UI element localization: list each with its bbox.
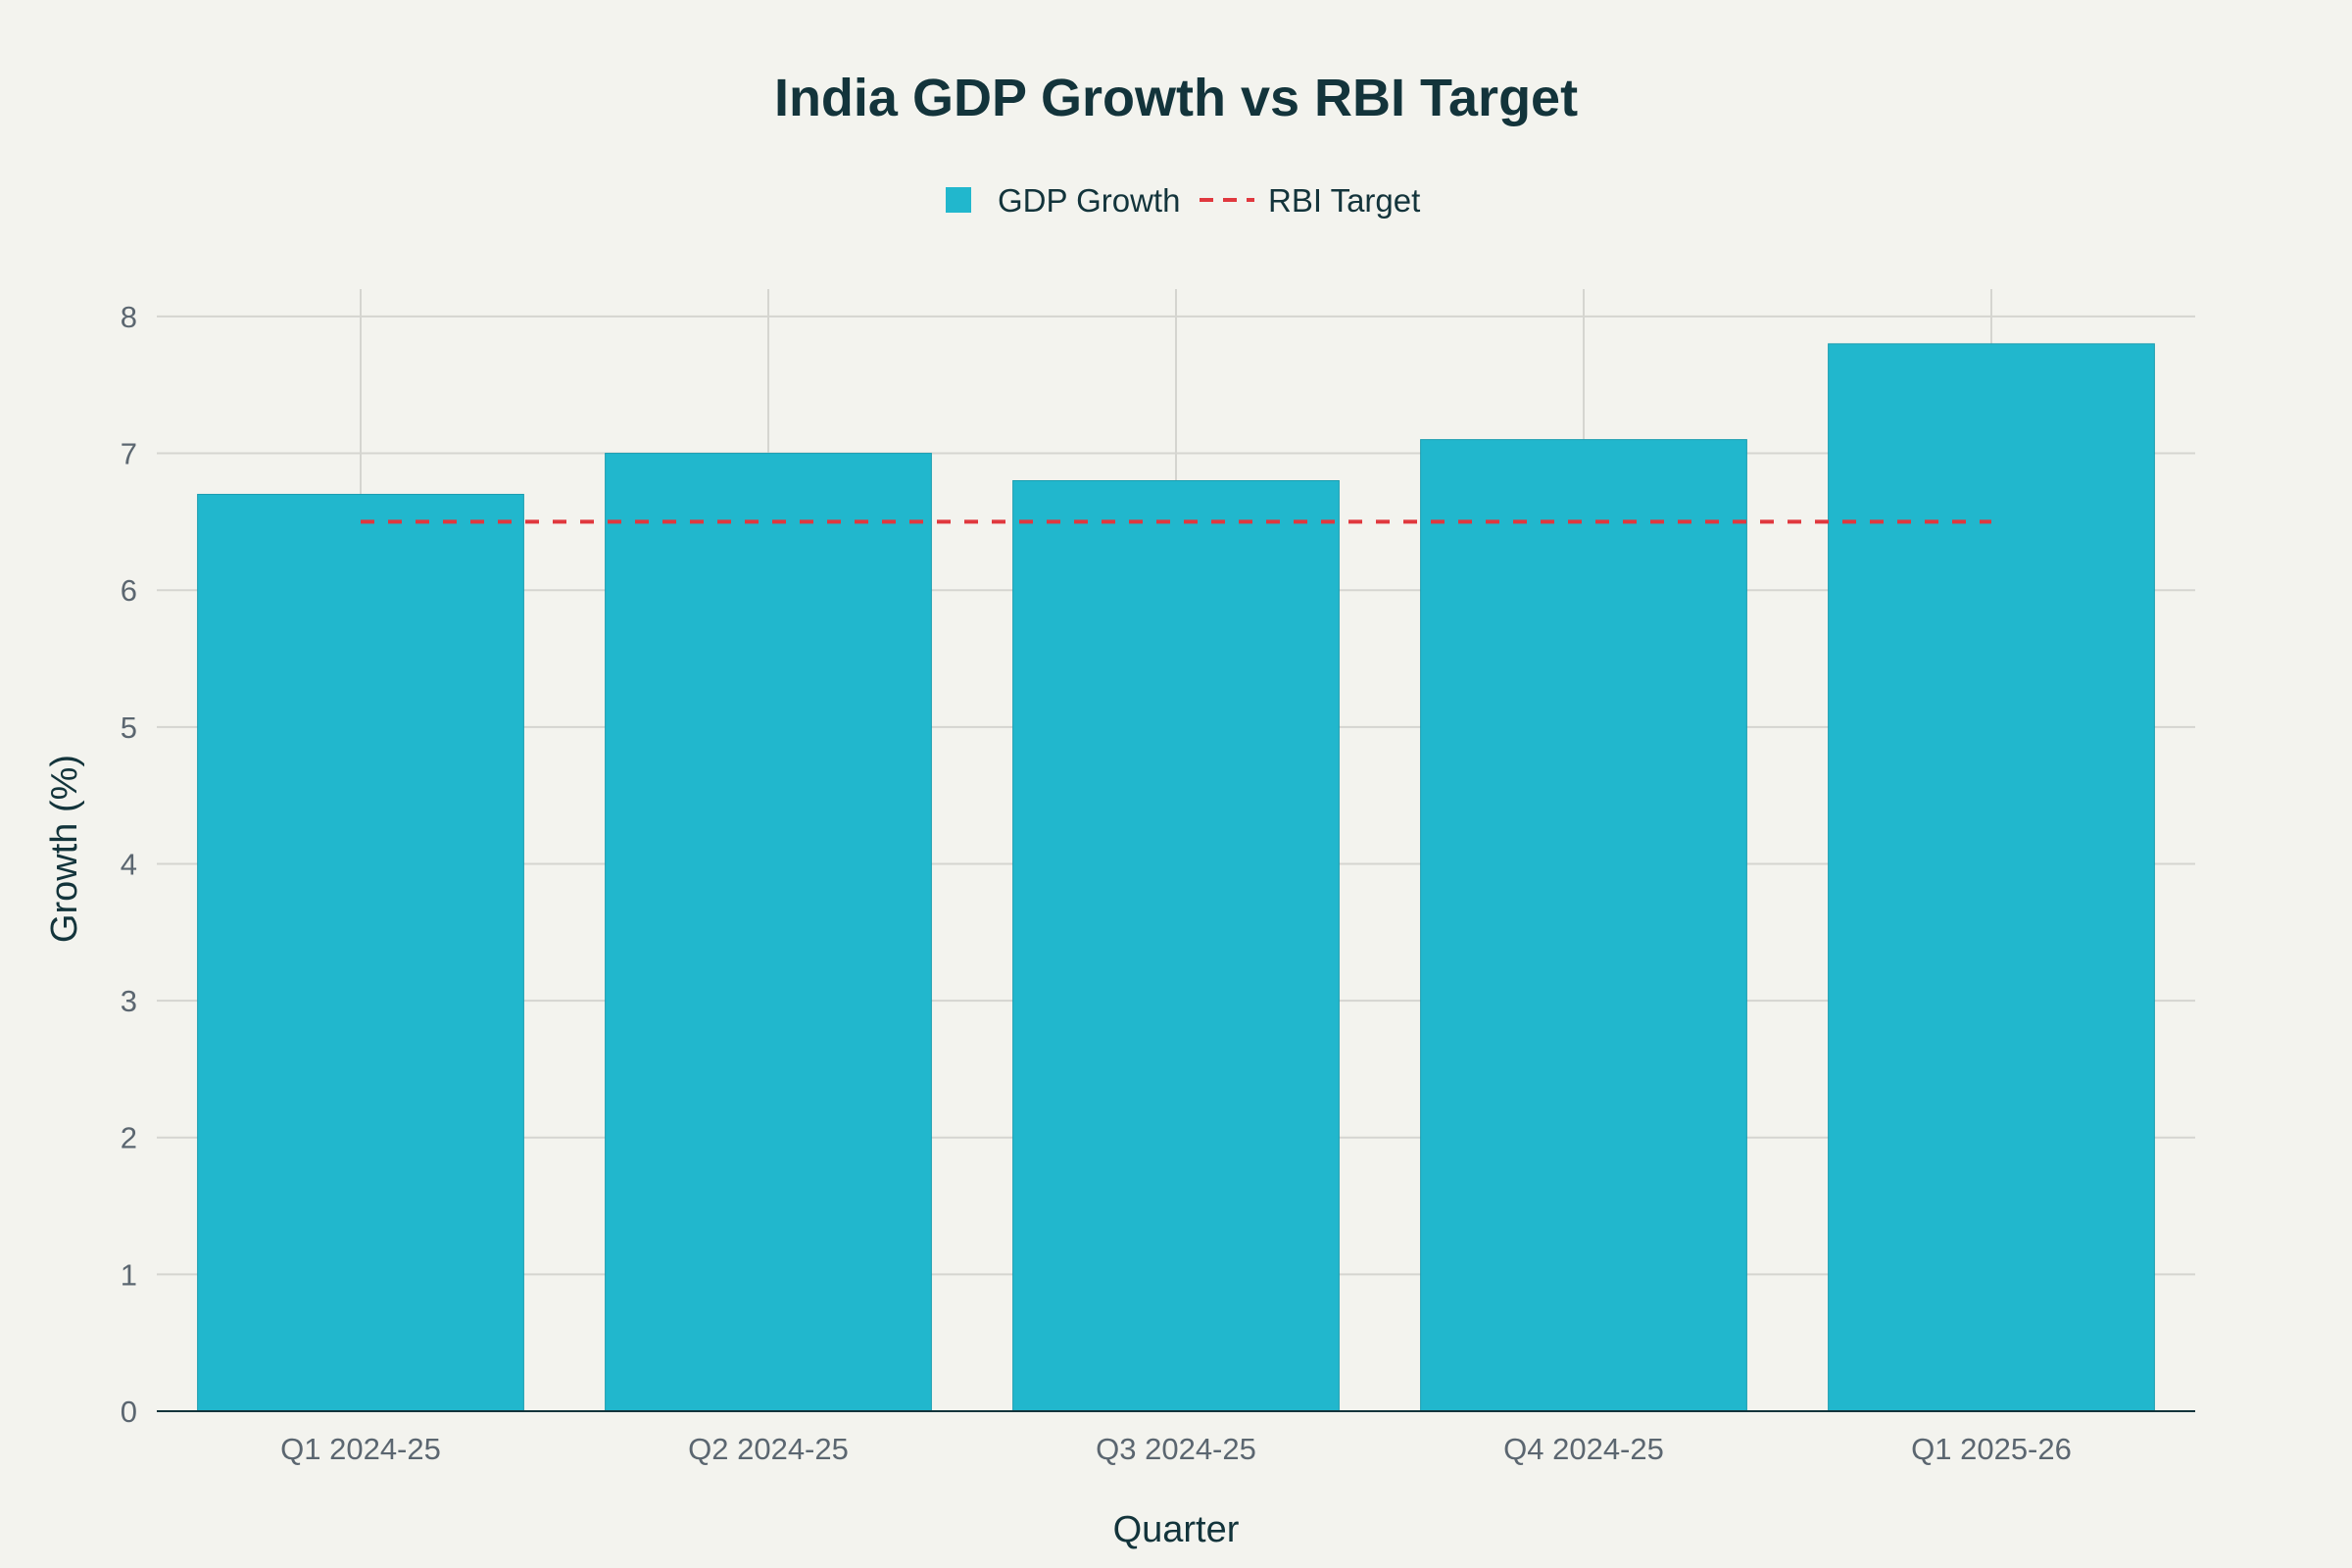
y-axis-title: Growth (%) xyxy=(44,755,85,943)
x-axis-title: Quarter xyxy=(1113,1509,1240,1550)
legend-label-gdp-growth: GDP Growth xyxy=(998,182,1180,219)
x-tick-label: Q1 2024-25 xyxy=(280,1432,441,1466)
bars xyxy=(197,343,2155,1412)
y-tick-label: 7 xyxy=(121,437,137,471)
chart-title: India GDP Growth vs RBI Target xyxy=(774,69,1578,127)
y-tick-label: 5 xyxy=(121,710,137,745)
bar-q2-2024-25 xyxy=(605,453,932,1412)
y-tick-label: 2 xyxy=(121,1121,137,1155)
legend: GDP Growth RBI Target xyxy=(946,182,1420,219)
y-tick-label: 4 xyxy=(121,847,137,881)
y-tick-label: 3 xyxy=(121,984,137,1018)
x-tick-label: Q1 2025-26 xyxy=(1911,1432,2072,1466)
x-axis-ticks: Q1 2024-25 Q2 2024-25 Q3 2024-25 Q4 2024-25… xyxy=(280,1432,2072,1466)
y-tick-label: 1 xyxy=(121,1257,137,1292)
legend-swatch-gdp-growth xyxy=(946,187,971,213)
bar-q3-2024-25 xyxy=(1012,479,1340,1412)
x-tick-label: Q3 2024-25 xyxy=(1096,1432,1256,1466)
bar-q1-2024-25 xyxy=(197,493,524,1412)
x-tick-label: Q2 2024-25 xyxy=(688,1432,849,1466)
y-tick-label: 0 xyxy=(121,1395,137,1429)
y-tick-label: 6 xyxy=(121,573,137,608)
y-axis-ticks: 0 1 2 3 4 5 6 7 8 xyxy=(121,300,137,1429)
bar-q4-2024-25 xyxy=(1420,439,1747,1412)
y-tick-label: 8 xyxy=(121,300,137,334)
x-tick-label: Q4 2024-25 xyxy=(1503,1432,1664,1466)
bar-q1-2025-26 xyxy=(1828,343,2155,1412)
legend-label-rbi-target: RBI Target xyxy=(1268,182,1420,219)
